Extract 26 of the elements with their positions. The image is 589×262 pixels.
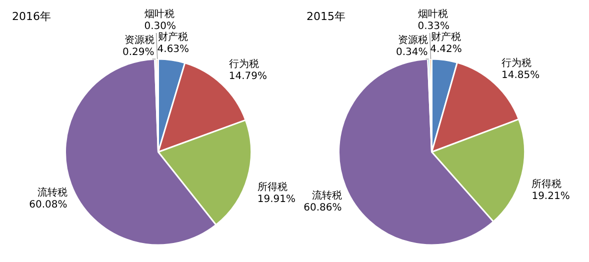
- slice-label: 所得税: [257, 180, 288, 193]
- data-label: 0.29%: [122, 47, 154, 58]
- slice-label: 资源税: [398, 34, 428, 46]
- slice-label: 行为税: [228, 58, 259, 70]
- data-label: 0.30%: [144, 21, 176, 32]
- slice-label: 所得税: [532, 178, 562, 190]
- data-label: 14.79%: [228, 71, 268, 82]
- slice-label: 资源税: [124, 34, 154, 46]
- slice-label: 财产税: [158, 31, 188, 44]
- slice-label: 烟叶税: [418, 8, 448, 20]
- data-label: 14.85%: [502, 70, 540, 82]
- chart-title: 2016年: [12, 10, 51, 23]
- data-label: 60.86%: [304, 202, 342, 214]
- data-label: 4.63%: [157, 44, 190, 56]
- data-label: 19.21%: [532, 190, 570, 202]
- slice-label: 烟叶税: [144, 8, 174, 20]
- slice-label: 财产税: [431, 30, 462, 43]
- data-label: 0.34%: [396, 47, 428, 58]
- chart-title: 2015年: [306, 10, 346, 23]
- data-label: 19.91%: [257, 194, 296, 205]
- data-label: 60.08%: [29, 200, 68, 211]
- slice-label: 流转税: [312, 189, 342, 202]
- data-label: 4.42%: [430, 44, 462, 55]
- slice-label: 行为税: [502, 57, 532, 70]
- slice-label: 流转税: [37, 186, 68, 199]
- data-label: 0.33%: [418, 21, 450, 32]
